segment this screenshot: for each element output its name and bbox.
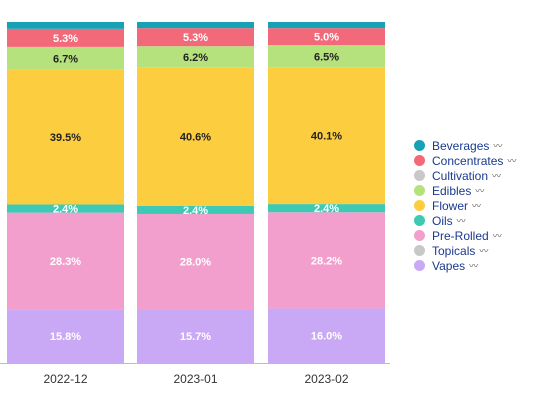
trend-icon[interactable]: 〰 [472, 201, 482, 211]
data-label-concentrates-2023-01: 5.3% [183, 32, 208, 44]
legend-swatch [414, 200, 425, 211]
legend-label: Oils [432, 213, 453, 228]
bar-segment-oils-2023-01[interactable] [137, 205, 254, 214]
legend-swatch [414, 170, 425, 181]
data-label-vapes-2023-02: 16.0% [311, 331, 342, 343]
data-label-vapes-2022-12: 15.8% [50, 331, 81, 343]
bar-segment-vapes-2023-01[interactable] [137, 309, 254, 363]
bar-segment-vapes-2023-02[interactable] [268, 308, 385, 363]
bar-segment-flower-2022-12[interactable] [7, 69, 124, 205]
bar-segment-beverages-2022-12[interactable] [7, 22, 124, 29]
data-label-pre-rolled-2023-01: 28.0% [180, 257, 211, 269]
trend-icon[interactable]: 〰 [456, 216, 466, 226]
trend-icon[interactable]: 〰 [492, 231, 502, 241]
bar-segment-edibles-2022-12[interactable] [7, 46, 124, 70]
data-label-oils-2023-02: 2.4% [314, 203, 339, 215]
legend-item-edibles[interactable]: Edibles 〰 [414, 183, 516, 198]
data-label-flower-2023-02: 40.1% [311, 131, 342, 143]
data-label-oils-2023-01: 2.4% [183, 205, 208, 217]
bar-segment-concentrates-2022-12[interactable] [7, 28, 124, 47]
bar-segment-pre-rolled-2023-01[interactable] [137, 213, 254, 310]
legend-label: Cultivation [432, 168, 489, 183]
data-label-edibles-2022-12: 6.7% [53, 53, 78, 65]
trend-icon[interactable]: 〰 [493, 141, 503, 151]
legend-item-vapes[interactable]: Vapes 〰 [414, 258, 516, 273]
bar-segment-pre-rolled-2023-02[interactable] [268, 212, 385, 309]
bar-segment-concentrates-2023-02[interactable] [268, 28, 385, 46]
legend-swatch [414, 245, 425, 256]
data-label-flower-2023-01: 40.6% [180, 132, 211, 144]
bar-segment-vapes-2022-12[interactable] [7, 309, 124, 363]
data-label-oils-2022-12: 2.4% [53, 204, 78, 216]
bar-segment-edibles-2023-02[interactable] [268, 45, 385, 68]
bar-segment-pre-rolled-2022-12[interactable] [7, 212, 124, 310]
bar-segment-beverages-2023-01[interactable] [137, 22, 254, 29]
x-tick-label: 2022-12 [43, 372, 87, 386]
legend-label: Flower [432, 198, 469, 213]
legend-label: Beverages [432, 138, 490, 153]
legend-swatch [414, 230, 425, 241]
data-label-flower-2022-12: 39.5% [50, 132, 81, 144]
data-label-vapes-2023-01: 15.7% [180, 331, 211, 343]
trend-icon[interactable]: 〰 [479, 246, 489, 256]
legend-label: Vapes [432, 258, 466, 273]
bar-segment-concentrates-2023-01[interactable] [137, 28, 254, 47]
legend-item-topicals[interactable]: Topicals 〰 [414, 243, 516, 258]
legend-swatch [414, 215, 425, 226]
data-label-concentrates-2023-02: 5.0% [314, 32, 339, 44]
data-label-pre-rolled-2022-12: 28.3% [50, 256, 81, 268]
legend-item-oils[interactable]: Oils 〰 [414, 213, 516, 228]
data-label-pre-rolled-2023-02: 28.2% [311, 255, 342, 267]
trend-icon[interactable]: 〰 [469, 261, 479, 271]
legend-swatch [414, 185, 425, 196]
chart-legend: Beverages 〰 Concentrates 〰 Cultivation 〰 Edibl… [414, 138, 516, 273]
legend-item-beverages[interactable]: Beverages 〰 [414, 138, 516, 153]
legend-swatch [414, 140, 425, 151]
data-label-edibles-2023-01: 6.2% [183, 52, 208, 64]
bar-segment-oils-2022-12[interactable] [7, 204, 124, 213]
x-tick-label: 2023-02 [304, 372, 348, 386]
legend-swatch [414, 155, 425, 166]
bar-segment-beverages-2023-02[interactable] [268, 22, 385, 29]
bar-segment-flower-2023-02[interactable] [268, 67, 385, 205]
data-label-concentrates-2022-12: 5.3% [53, 33, 78, 45]
legend-label: Edibles [432, 183, 472, 198]
legend-item-concentrates[interactable]: Concentrates 〰 [414, 153, 516, 168]
legend-item-cultivation[interactable]: Cultivation 〰 [414, 168, 516, 183]
bar-segment-edibles-2023-01[interactable] [137, 46, 254, 68]
legend-item-flower[interactable]: Flower 〰 [414, 198, 516, 213]
bar-segment-flower-2023-01[interactable] [137, 67, 254, 206]
legend-label: Pre-Rolled [432, 228, 489, 243]
bar-segment-oils-2023-02[interactable] [268, 204, 385, 213]
trend-icon[interactable]: 〰 [507, 156, 517, 166]
x-tick-label: 2023-01 [173, 372, 217, 386]
legend-swatch [414, 260, 425, 271]
trend-icon[interactable]: 〰 [475, 186, 485, 196]
data-label-edibles-2023-02: 6.5% [314, 51, 339, 63]
legend-label: Concentrates [432, 153, 504, 168]
trend-icon[interactable]: 〰 [492, 171, 502, 181]
legend-item-pre-rolled[interactable]: Pre-Rolled 〰 [414, 228, 516, 243]
legend-label: Topicals [432, 243, 476, 258]
